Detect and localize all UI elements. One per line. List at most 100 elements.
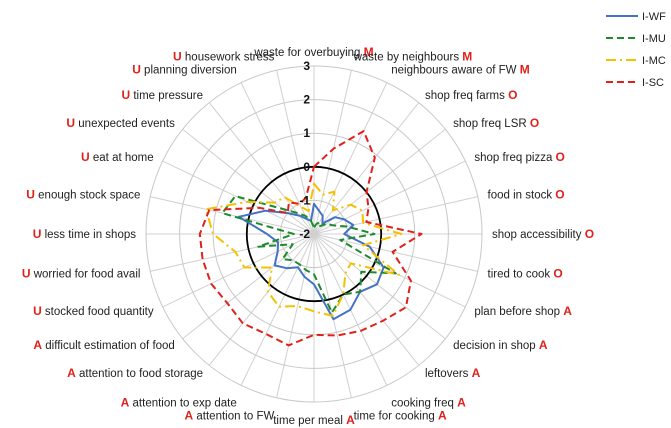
axis-label: tired to cook O bbox=[488, 267, 563, 281]
axis-label: U worried for food avail bbox=[22, 267, 141, 281]
axis-category-tag: O bbox=[508, 88, 517, 102]
radial-tick-label: -2 bbox=[299, 227, 310, 241]
axis-label: decision in shop A bbox=[453, 338, 548, 352]
axis-category-tag: A bbox=[346, 413, 355, 427]
axis-label: U eat at home bbox=[81, 150, 154, 164]
axis-category-tag: U bbox=[33, 227, 42, 241]
axis-label: U time pressure bbox=[121, 88, 203, 102]
axis-category-tag: O bbox=[556, 150, 565, 164]
axis-category-tag: O bbox=[530, 116, 539, 130]
axis-category-tag: U bbox=[33, 304, 42, 318]
axis-category-tag: U bbox=[26, 187, 35, 201]
axis-category-tag: U bbox=[132, 63, 141, 77]
axis-label: cooking freq A bbox=[391, 395, 466, 409]
axis-label-text: attention to food storage bbox=[76, 368, 203, 380]
axis-spoke bbox=[314, 197, 478, 234]
axis-label: shop freq farms O bbox=[425, 88, 517, 102]
axis-label-text: stocked food quantity bbox=[42, 306, 154, 318]
axis-label-text: food in stock bbox=[488, 189, 556, 201]
axis-label-text: attention to FW bbox=[193, 411, 274, 423]
axis-label-text: difficult estimation of food bbox=[42, 340, 175, 352]
axis-label: U planning diversion bbox=[132, 63, 237, 77]
axis-label: shop freq LSR O bbox=[453, 116, 539, 130]
axis-category-tag: A bbox=[438, 409, 447, 423]
axis-label: A difficult estimation of food bbox=[33, 338, 174, 352]
axis-label-text: plan before shop bbox=[474, 306, 563, 318]
axis-spoke bbox=[314, 234, 478, 271]
axis-category-tag: A bbox=[33, 338, 42, 352]
axis-category-tag: A bbox=[539, 338, 548, 352]
legend-label: I-MC bbox=[642, 55, 666, 67]
axis-category-tag: U bbox=[121, 88, 130, 102]
axis-category-tag: A bbox=[472, 366, 481, 380]
axis-label-text: time per meal bbox=[273, 415, 346, 427]
axis-label: U stocked food quantity bbox=[33, 304, 154, 318]
axis-label-text: decision in shop bbox=[453, 340, 539, 352]
axis-label: shop accessibility O bbox=[492, 227, 594, 241]
axis-label-text: neighbours aware of FW bbox=[391, 65, 519, 77]
axis-label-text: attention to exp date bbox=[129, 397, 236, 409]
axis-label: neighbours aware of FW M bbox=[391, 63, 529, 77]
axis-category-tag: A bbox=[563, 304, 572, 318]
axis-label: leftovers A bbox=[425, 366, 481, 380]
radar-grid bbox=[146, 66, 482, 402]
axis-label-text: less time in shops bbox=[41, 229, 136, 241]
axis-label-text: cooking freq bbox=[391, 397, 457, 409]
axis-label: shop freq pizza O bbox=[474, 150, 565, 164]
axis-label: waste by neighbours M bbox=[353, 49, 473, 63]
axis-label: time for cooking A bbox=[354, 409, 447, 423]
axis-category-tag: U bbox=[22, 267, 31, 281]
axis-label: U enough stock space bbox=[26, 187, 140, 201]
axis-label-text: shop freq pizza bbox=[474, 152, 555, 164]
legend-label: I-SC bbox=[642, 77, 664, 89]
legend: I-WF I-MU I-MC I-SC bbox=[606, 11, 666, 89]
axis-label: A attention to food storage bbox=[67, 366, 203, 380]
axis-label-text: planning diversion bbox=[141, 65, 237, 77]
axis-label-text: shop freq LSR bbox=[453, 118, 530, 130]
axis-label-text: time pressure bbox=[130, 90, 203, 102]
radial-tick-label: 2 bbox=[303, 93, 310, 107]
axis-spoke bbox=[277, 234, 314, 398]
axis-label-text: shop accessibility bbox=[492, 229, 585, 241]
axis-label: time per meal A bbox=[273, 413, 355, 427]
axis-label: A attention to FW bbox=[185, 409, 275, 423]
axis-label-text: leftovers bbox=[425, 368, 472, 380]
axis-category-tag: O bbox=[585, 227, 594, 241]
axis-category-tag: A bbox=[457, 395, 466, 409]
axis-label: A attention to exp date bbox=[121, 395, 237, 409]
axis-label-text: waste by neighbours bbox=[353, 51, 463, 63]
axis-label: plan before shop A bbox=[474, 304, 572, 318]
axis-spoke bbox=[314, 161, 465, 234]
radial-tick-label: 1 bbox=[303, 126, 310, 140]
axis-label-text: enough stock space bbox=[35, 189, 141, 201]
axis-category-tag: A bbox=[67, 366, 76, 380]
axis-category-tag: M bbox=[520, 63, 530, 77]
axis-label-text: worried for food avail bbox=[31, 269, 141, 281]
legend-label: I-MU bbox=[642, 33, 666, 45]
axis-label-text: shop freq farms bbox=[425, 90, 508, 102]
axis-category-tag: U bbox=[66, 116, 75, 130]
radial-tick-label: -1 bbox=[299, 193, 310, 207]
axis-category-tag: O bbox=[555, 187, 564, 201]
axis-label-text: time for cooking bbox=[354, 411, 438, 423]
axis-spoke bbox=[150, 234, 314, 271]
axis-label: U less time in shops bbox=[33, 227, 137, 241]
axis-category-tag: A bbox=[185, 409, 194, 423]
legend-label: I-WF bbox=[642, 11, 666, 23]
axis-label-text: unexpected events bbox=[75, 118, 175, 130]
axis-category-tag: U bbox=[81, 150, 90, 164]
radial-tick-label: 3 bbox=[303, 59, 310, 73]
axis-category-tag: A bbox=[121, 395, 130, 409]
axis-spoke bbox=[314, 234, 465, 307]
axis-label: U housework stress bbox=[173, 49, 275, 63]
radial-tick-label: 0 bbox=[303, 160, 310, 174]
axis-spoke bbox=[150, 197, 314, 234]
axis-label: U unexpected events bbox=[66, 116, 175, 130]
axis-label-text: housework stress bbox=[182, 51, 275, 63]
axis-label-text: tired to cook bbox=[488, 269, 554, 281]
axis-category-tag: O bbox=[553, 267, 562, 281]
axis-spoke bbox=[314, 83, 387, 234]
axis-label: food in stock O bbox=[488, 187, 565, 201]
axis-category-tag: M bbox=[462, 49, 472, 63]
